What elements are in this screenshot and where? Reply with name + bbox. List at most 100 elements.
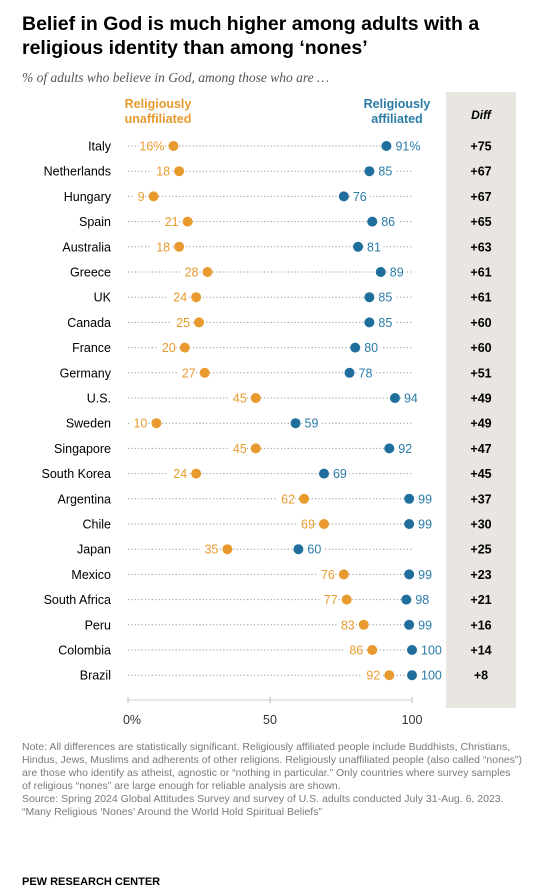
affiliated-value-label: 91% [395, 140, 420, 154]
label-backdrop [151, 238, 171, 255]
unaffiliated-dot [299, 493, 310, 504]
affiliated-value-label: 59 [305, 417, 319, 431]
affiliated-dot [338, 191, 349, 202]
label-backdrop [305, 541, 324, 558]
unaffiliated-dot [179, 342, 190, 353]
label-backdrop [419, 642, 445, 658]
country-label: Chile [83, 518, 112, 532]
unaffiliated-value-label: 27 [182, 366, 196, 380]
affiliated-dot [404, 493, 415, 504]
unaffiliated-dot [151, 418, 162, 429]
affiliated-dot [364, 317, 375, 328]
country-label: Netherlands [44, 165, 111, 179]
dot-plot-chart: Italy 16% 91% +75 Netherlands 18 85 +67 Hungary 9… [42, 138, 492, 727]
label-backdrop [413, 591, 432, 608]
label-backdrop [296, 516, 315, 532]
diff-value: +30 [470, 518, 491, 532]
diff-value: +25 [470, 543, 491, 557]
label-backdrop [157, 339, 176, 356]
label-backdrop [344, 642, 364, 658]
country-label: Spain [79, 215, 111, 229]
diff-value: +75 [470, 140, 491, 154]
diff-value: +61 [470, 266, 491, 280]
unaffiliated-value-label: 35 [204, 543, 218, 557]
label-backdrop [350, 188, 370, 205]
country-label: Australia [62, 240, 111, 254]
diff-value: +60 [470, 341, 491, 355]
legend-affiliated: Religiously affiliated [363, 97, 431, 126]
unaffiliated-dot [191, 468, 202, 479]
diff-value: +23 [470, 568, 491, 582]
affiliated-dot [404, 519, 415, 529]
diff-value: +8 [474, 669, 488, 683]
unaffiliated-dot [174, 166, 185, 177]
affiliated-value-label: 81 [367, 240, 381, 254]
unaffiliated-value-label: 18 [156, 165, 170, 179]
unaffiliated-dot [148, 191, 159, 202]
affiliated-dot [407, 670, 417, 681]
unaffiliated-dot [338, 569, 349, 580]
affiliated-value-label: 60 [307, 543, 321, 557]
affiliated-dot [404, 569, 415, 580]
unaffiliated-value-label: 20 [162, 341, 176, 355]
label-backdrop [171, 314, 190, 331]
unaffiliated-value-label: 28 [185, 266, 199, 280]
diff-value: +51 [470, 366, 491, 380]
report-title-text: “Many Religious ‘Nones’ Around the World… [22, 806, 322, 818]
unaffiliated-dot [182, 216, 193, 227]
diff-value: +47 [470, 442, 491, 456]
legend-unaffiliated: Religiously unaffiliated [124, 97, 192, 126]
country-label: South Africa [44, 593, 111, 607]
unaffiliated-dot [341, 594, 352, 605]
label-backdrop [316, 566, 335, 583]
country-label: Sweden [66, 417, 111, 431]
footer-brand: PEW RESEARCH CENTER [22, 876, 161, 888]
unaffiliated-dot [367, 645, 378, 655]
country-label: Japan [77, 543, 111, 557]
diff-value: +60 [470, 316, 491, 330]
affiliated-dot [364, 166, 375, 177]
affiliated-dot [401, 594, 412, 605]
unaffiliated-value-label: 83 [341, 618, 355, 632]
diff-value: +37 [470, 492, 491, 506]
unaffiliated-value-label: 92 [366, 669, 380, 683]
label-backdrop [168, 289, 188, 306]
diff-value: +49 [470, 417, 491, 431]
affiliated-value-label: 89 [390, 266, 404, 280]
unaffiliated-value-label: 25 [176, 316, 190, 330]
label-backdrop [302, 415, 321, 432]
affiliated-dot [293, 544, 304, 555]
country-label: Greece [70, 266, 111, 280]
country-label: France [72, 341, 111, 355]
country-label: Singapore [54, 442, 111, 456]
label-backdrop [151, 163, 171, 180]
country-label: Brazil [80, 669, 111, 683]
diff-value: +65 [470, 215, 491, 229]
unaffiliated-dot [191, 292, 202, 303]
label-backdrop [376, 163, 395, 180]
affiliated-value-label: 78 [359, 366, 373, 380]
affiliated-value-label: 85 [378, 165, 392, 179]
affiliated-dot [381, 141, 392, 151]
x-axis-tick-label: 100 [402, 713, 423, 727]
unaffiliated-dot [384, 670, 395, 681]
diff-value: +14 [470, 644, 491, 658]
label-backdrop [416, 490, 435, 507]
unaffiliated-dot [202, 267, 213, 277]
affiliated-value-label: 69 [333, 467, 347, 481]
country-label: U.S. [87, 392, 111, 406]
affiliated-value-label: 100 [421, 644, 442, 658]
unaffiliated-value-label: 69 [301, 518, 315, 532]
diff-header: Diff [471, 108, 491, 122]
affiliated-dot [375, 267, 386, 277]
unaffiliated-dot [174, 241, 185, 252]
affiliated-value-label: 99 [418, 568, 432, 582]
unaffiliated-dot [199, 367, 210, 378]
unaffiliated-dot [250, 393, 261, 403]
affiliated-value-label: 92 [398, 442, 412, 456]
label-backdrop [228, 440, 247, 457]
label-backdrop [133, 188, 145, 205]
affiliated-value-label: 94 [404, 392, 418, 406]
country-label: Canada [67, 316, 111, 330]
label-backdrop [129, 415, 148, 432]
